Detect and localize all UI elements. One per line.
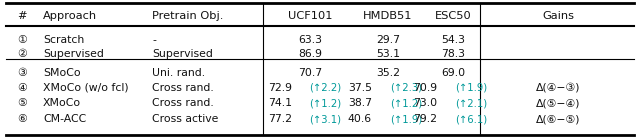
Text: 40.6: 40.6 (348, 114, 372, 124)
Text: (↑2.3): (↑2.3) (390, 83, 422, 93)
Text: ESC50: ESC50 (435, 11, 472, 21)
Text: ⑥: ⑥ (17, 114, 27, 124)
Text: Δ(⑤−④): Δ(⑤−④) (536, 98, 580, 108)
Text: (↑3.1): (↑3.1) (309, 114, 341, 124)
Text: Supervised: Supervised (152, 49, 213, 59)
Text: 54.3: 54.3 (441, 35, 465, 45)
Text: SMoCo: SMoCo (43, 68, 81, 78)
Text: 72.9: 72.9 (268, 83, 292, 93)
Text: XMoCo (w/o fcl): XMoCo (w/o fcl) (43, 83, 129, 93)
Text: 70.7: 70.7 (298, 68, 322, 78)
Text: 77.2: 77.2 (268, 114, 292, 124)
Text: 79.2: 79.2 (413, 114, 437, 124)
Text: #: # (17, 11, 27, 21)
Text: Supervised: Supervised (43, 49, 104, 59)
Text: (↑1.2): (↑1.2) (309, 98, 341, 108)
Text: 35.2: 35.2 (376, 68, 400, 78)
Text: ④: ④ (17, 83, 27, 93)
Text: (↑1.9): (↑1.9) (455, 83, 487, 93)
Text: Cross rand.: Cross rand. (152, 98, 214, 108)
Text: Pretrain Obj.: Pretrain Obj. (152, 11, 223, 21)
Text: (↑6.1): (↑6.1) (455, 114, 487, 124)
Text: Cross rand.: Cross rand. (152, 83, 214, 93)
Text: HMDB51: HMDB51 (364, 11, 413, 21)
Text: UCF101: UCF101 (288, 11, 332, 21)
Text: -: - (152, 35, 156, 45)
Text: 29.7: 29.7 (376, 35, 400, 45)
Text: 37.5: 37.5 (348, 83, 372, 93)
Text: Δ(⑥−⑤): Δ(⑥−⑤) (536, 114, 580, 124)
Text: Approach: Approach (43, 11, 97, 21)
Text: ③: ③ (17, 68, 27, 78)
Text: 53.1: 53.1 (376, 49, 400, 59)
Text: Uni. rand.: Uni. rand. (152, 68, 205, 78)
Text: XMoCo: XMoCo (43, 98, 81, 108)
Text: 78.3: 78.3 (441, 49, 465, 59)
Text: Δ(④−③): Δ(④−③) (536, 83, 580, 93)
Text: ①: ① (17, 35, 27, 45)
Text: CM-ACC: CM-ACC (43, 114, 86, 124)
Text: 63.3: 63.3 (298, 35, 322, 45)
Text: Scratch: Scratch (43, 35, 84, 45)
Text: 70.9: 70.9 (413, 83, 437, 93)
Text: Cross active: Cross active (152, 114, 218, 124)
Text: 69.0: 69.0 (441, 68, 465, 78)
Text: (↑2.2): (↑2.2) (309, 83, 341, 93)
Text: 86.9: 86.9 (298, 49, 322, 59)
Text: ②: ② (17, 49, 27, 59)
Text: 74.1: 74.1 (268, 98, 292, 108)
Text: ⑤: ⑤ (17, 98, 27, 108)
Text: (↑1.2): (↑1.2) (390, 98, 422, 108)
Text: (↑2.1): (↑2.1) (455, 98, 487, 108)
Text: Gains: Gains (542, 11, 574, 21)
Text: 73.0: 73.0 (413, 98, 437, 108)
Text: (↑1.9): (↑1.9) (390, 114, 422, 124)
Text: 38.7: 38.7 (348, 98, 372, 108)
